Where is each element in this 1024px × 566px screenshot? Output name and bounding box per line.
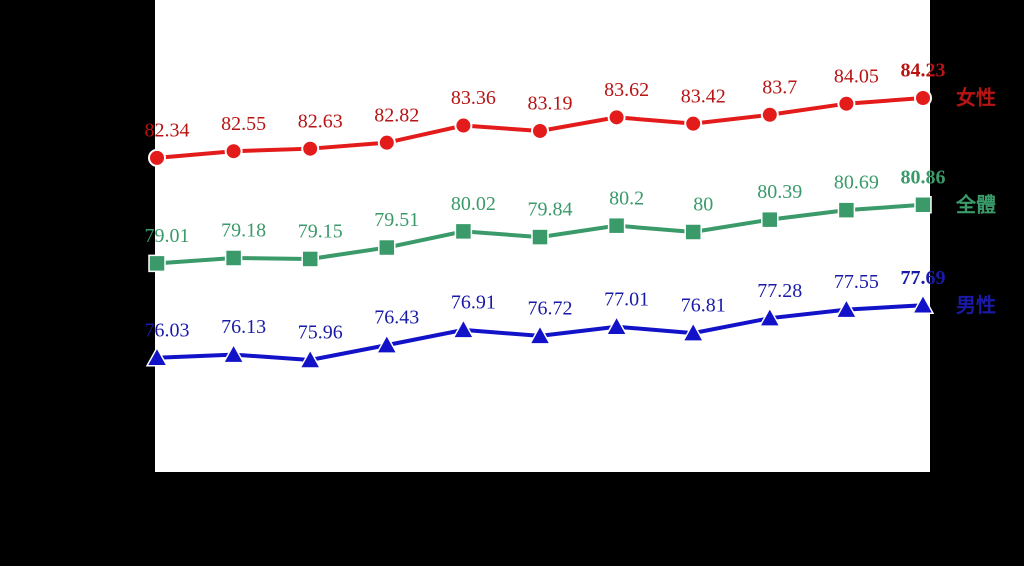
point (298, 348, 322, 369)
value-label: 76.91 (451, 291, 496, 313)
point (760, 105, 779, 124)
value-label: 75.96 (298, 322, 343, 344)
value-label: 76.72 (528, 298, 573, 320)
value-label: 79.51 (374, 209, 419, 231)
point (761, 210, 779, 229)
value-label: 83.7 (762, 76, 797, 98)
point (531, 228, 549, 246)
value-label: 79.15 (298, 221, 343, 243)
value-label: 82.82 (374, 104, 419, 126)
value-label: 77.69 (901, 267, 946, 289)
value-label: 84.05 (834, 65, 879, 87)
point (531, 121, 549, 140)
point (835, 298, 858, 319)
legend-label: 全體 (955, 192, 996, 216)
value-label: 83.36 (451, 87, 496, 109)
point (301, 250, 319, 268)
point (684, 114, 703, 133)
point (528, 324, 552, 345)
point (911, 293, 935, 314)
value-label: 80.2 (609, 187, 644, 209)
value-label: 76.03 (145, 319, 190, 341)
point (837, 201, 856, 219)
point (452, 318, 475, 339)
legend-label: 男性 (956, 294, 996, 317)
point (837, 94, 856, 113)
value-label: 80.69 (834, 172, 879, 194)
value-label: 77.01 (604, 288, 649, 310)
value-label: 80.02 (451, 193, 496, 215)
value-label: 82.34 (145, 119, 190, 141)
value-label: 83.42 (681, 85, 726, 107)
point (607, 216, 626, 235)
value-label: 83.19 (528, 93, 573, 115)
value-label: 84.23 (901, 60, 946, 82)
point (914, 196, 932, 214)
point (145, 346, 169, 367)
value-label: 76.13 (221, 316, 266, 338)
point (301, 139, 320, 158)
point (378, 238, 396, 257)
value-label: 82.63 (298, 110, 343, 132)
point (605, 315, 628, 336)
point (222, 343, 245, 364)
point (148, 254, 166, 273)
point (681, 321, 705, 342)
point (377, 133, 396, 152)
point (454, 116, 473, 135)
value-label: 82.55 (221, 113, 266, 135)
value-label: 83.62 (604, 79, 649, 101)
value-label: 76.43 (374, 307, 419, 329)
value-label: 80.86 (901, 166, 946, 188)
value-label: 77.55 (834, 271, 879, 293)
value-label: 80 (693, 194, 713, 216)
value-label: 76.81 (681, 295, 726, 317)
point (758, 306, 782, 327)
point (224, 142, 243, 161)
point (148, 148, 166, 167)
point (607, 108, 626, 127)
point (684, 223, 702, 241)
value-label: 77.28 (757, 280, 802, 302)
point (914, 89, 932, 107)
point (454, 222, 473, 241)
value-label: 80.39 (757, 181, 802, 203)
legend-label: 女性 (956, 86, 996, 110)
value-label: 79.18 (221, 220, 266, 242)
value-label: 79.01 (145, 225, 190, 247)
point (224, 249, 243, 267)
value-label: 79.84 (528, 199, 573, 221)
point (375, 333, 399, 354)
